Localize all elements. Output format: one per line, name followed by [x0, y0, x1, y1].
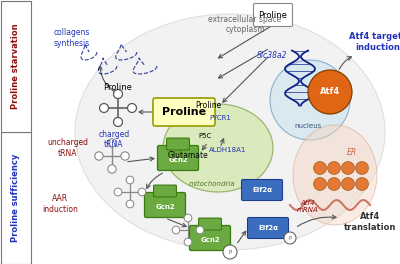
- Text: Proline: Proline: [195, 101, 221, 110]
- Text: Glutamate: Glutamate: [168, 151, 208, 160]
- FancyBboxPatch shape: [158, 145, 198, 171]
- Text: Atf4
mRNA: Atf4 mRNA: [297, 200, 319, 213]
- Text: Gcn2: Gcn2: [200, 237, 220, 243]
- Ellipse shape: [163, 104, 273, 192]
- Circle shape: [342, 162, 354, 175]
- FancyBboxPatch shape: [1, 132, 31, 264]
- Text: Gcn2: Gcn2: [155, 204, 175, 210]
- Text: mitochondria: mitochondria: [189, 181, 235, 187]
- Circle shape: [314, 162, 326, 175]
- Circle shape: [308, 70, 352, 114]
- Text: Atf4 targets
induction: Atf4 targets induction: [349, 32, 400, 52]
- Circle shape: [108, 165, 116, 173]
- Text: ALDH18A1: ALDH18A1: [209, 147, 247, 153]
- Circle shape: [172, 226, 180, 234]
- Text: P: P: [288, 235, 292, 241]
- FancyBboxPatch shape: [254, 3, 292, 26]
- FancyBboxPatch shape: [144, 192, 186, 218]
- Text: Proline: Proline: [258, 11, 288, 20]
- Text: Proline starvation: Proline starvation: [12, 24, 20, 109]
- FancyBboxPatch shape: [1, 1, 31, 132]
- Text: Eif2α: Eif2α: [258, 225, 278, 231]
- Circle shape: [314, 177, 326, 191]
- Circle shape: [114, 188, 122, 196]
- Text: uncharged
tRNA: uncharged tRNA: [48, 138, 88, 158]
- Ellipse shape: [293, 125, 377, 225]
- Circle shape: [126, 200, 134, 208]
- Circle shape: [342, 177, 354, 191]
- Circle shape: [184, 214, 192, 222]
- Circle shape: [223, 245, 237, 259]
- Text: AAR
induction: AAR induction: [42, 194, 78, 214]
- Circle shape: [95, 152, 103, 160]
- Text: P: P: [228, 249, 232, 254]
- Circle shape: [284, 232, 296, 244]
- Text: charged
tRNA: charged tRNA: [98, 130, 130, 149]
- Text: Atf4: Atf4: [320, 87, 340, 97]
- Circle shape: [328, 162, 340, 175]
- FancyBboxPatch shape: [190, 225, 230, 251]
- Circle shape: [138, 188, 146, 196]
- Circle shape: [196, 226, 204, 234]
- Text: Atf4
translation: Atf4 translation: [344, 212, 396, 232]
- Circle shape: [126, 176, 134, 184]
- Text: Slc38a2: Slc38a2: [257, 50, 287, 59]
- Ellipse shape: [75, 14, 385, 250]
- Text: collagens
synthesis: collagens synthesis: [54, 28, 90, 48]
- FancyBboxPatch shape: [153, 98, 215, 126]
- Circle shape: [114, 117, 122, 126]
- Circle shape: [121, 152, 129, 160]
- Circle shape: [356, 177, 368, 191]
- Text: P5C: P5C: [198, 133, 212, 139]
- Ellipse shape: [270, 60, 350, 140]
- FancyBboxPatch shape: [166, 138, 190, 150]
- Text: Eif2α: Eif2α: [252, 187, 272, 193]
- FancyBboxPatch shape: [242, 180, 282, 200]
- Text: PYCR1: PYCR1: [209, 115, 231, 121]
- Text: ER: ER: [347, 148, 357, 157]
- FancyBboxPatch shape: [198, 218, 222, 230]
- FancyBboxPatch shape: [154, 185, 176, 197]
- Text: Gcn2: Gcn2: [168, 157, 188, 163]
- Text: extracellular space: extracellular space: [208, 15, 282, 24]
- Circle shape: [128, 103, 136, 112]
- Text: Proline sufficiency: Proline sufficiency: [12, 154, 20, 242]
- Text: Proline: Proline: [162, 107, 206, 117]
- Circle shape: [114, 89, 122, 98]
- Text: Proline: Proline: [104, 83, 132, 92]
- Circle shape: [184, 238, 192, 246]
- Text: cytoplasm: cytoplasm: [225, 25, 265, 34]
- Circle shape: [108, 139, 116, 147]
- Text: nucleus: nucleus: [294, 123, 322, 129]
- Circle shape: [356, 162, 368, 175]
- FancyBboxPatch shape: [248, 218, 288, 238]
- Circle shape: [100, 103, 108, 112]
- Circle shape: [328, 177, 340, 191]
